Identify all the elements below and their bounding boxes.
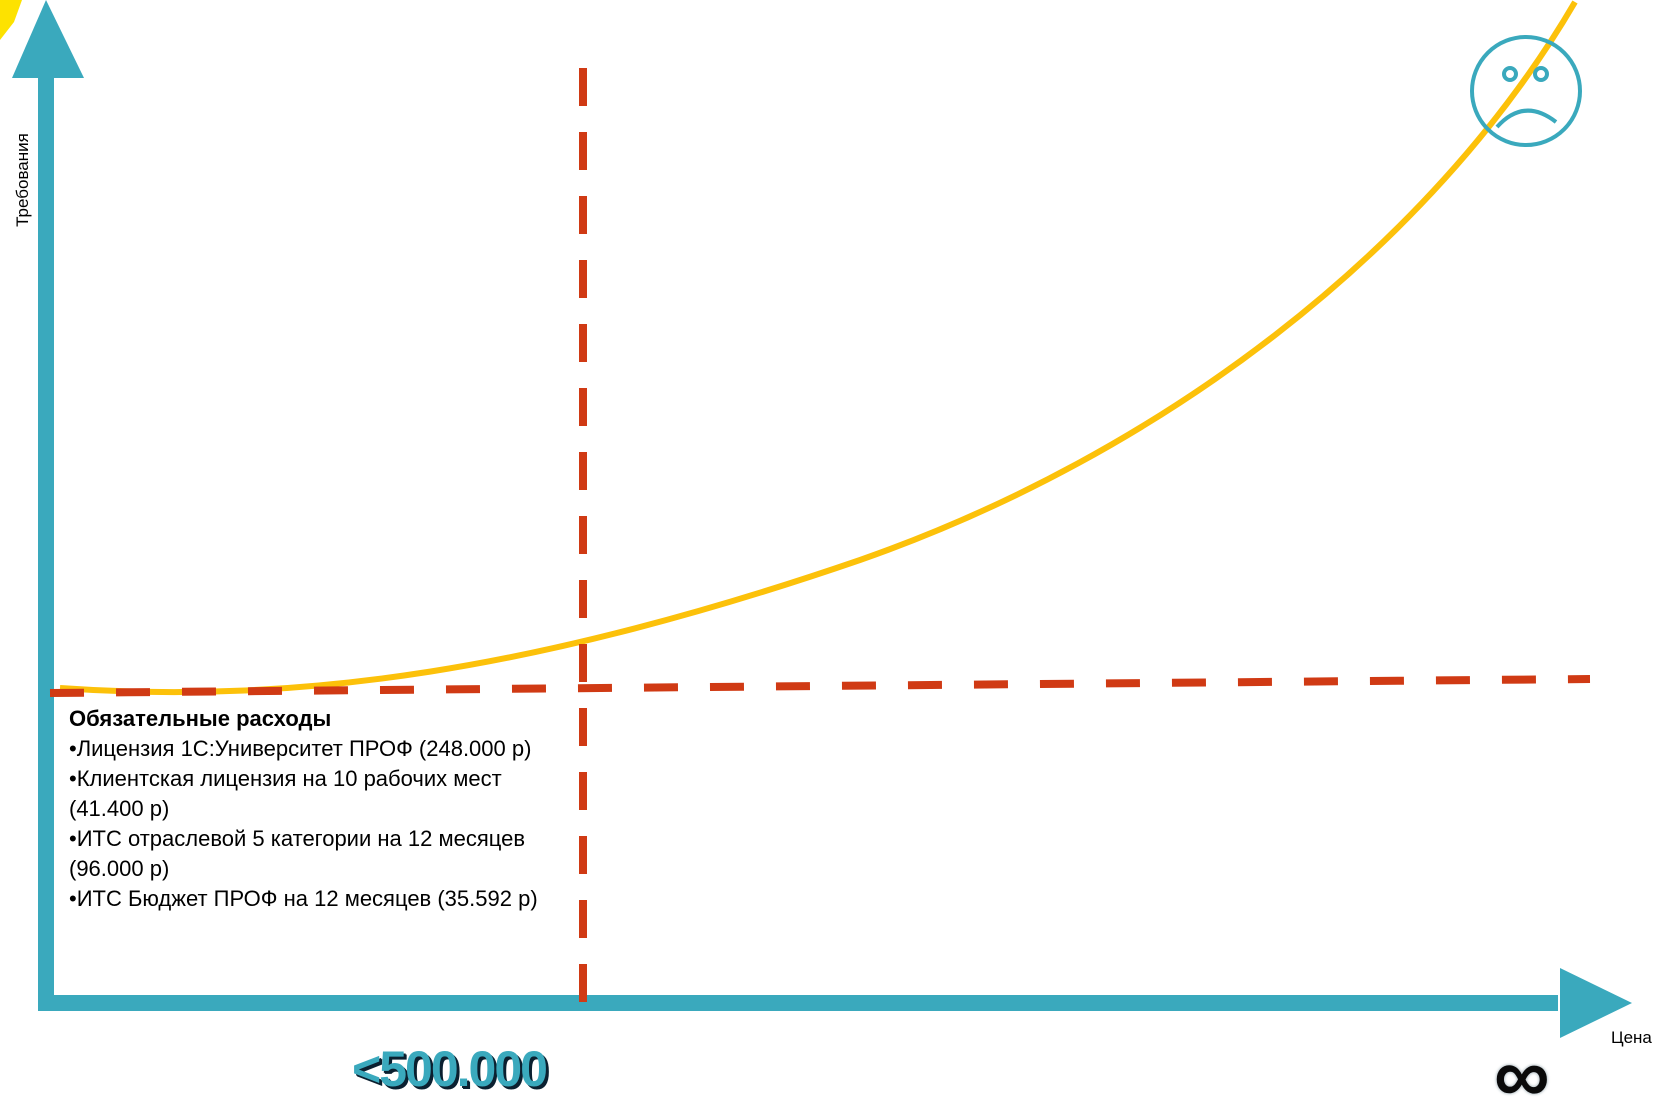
- y-axis-line: [38, 70, 54, 1010]
- cost-item: Лицензия 1С:Университет ПРОФ (248.000 р): [69, 734, 539, 764]
- mandatory-costs-title: Обязательные расходы: [69, 706, 332, 731]
- x-axis-label: Цена: [1611, 1028, 1652, 1047]
- horizontal-dashed-line: [49, 675, 1591, 697]
- cost-item: ИТС отраслевой 5 категории на 12 месяцев…: [69, 824, 539, 884]
- corner-accent: [0, 0, 22, 40]
- y-axis-label-text: Требования: [13, 133, 32, 227]
- growth-curve: [59, 0, 1578, 696]
- y-axis-arrowhead: [12, 0, 84, 78]
- x-axis-arrowhead: [1560, 968, 1632, 1038]
- infinity-icon: ∞: [1494, 1031, 1550, 1119]
- cost-item: ИТС Бюджет ПРОФ на 12 месяцев (35.592 р): [69, 884, 539, 914]
- cost-item: Клиентская лицензия на 10 рабочих мест (…: [69, 764, 539, 824]
- price-threshold-label: <500.000: [352, 1041, 548, 1097]
- x-axis-line: [38, 995, 1558, 1011]
- mandatory-costs-block: Обязательные расходы Лицензия 1С:Универс…: [69, 704, 539, 914]
- sad-face-icon: [1470, 35, 1582, 147]
- mandatory-costs-list: Лицензия 1С:Университет ПРОФ (248.000 р)…: [69, 734, 539, 914]
- y-axis-label: Требования: [8, 120, 38, 240]
